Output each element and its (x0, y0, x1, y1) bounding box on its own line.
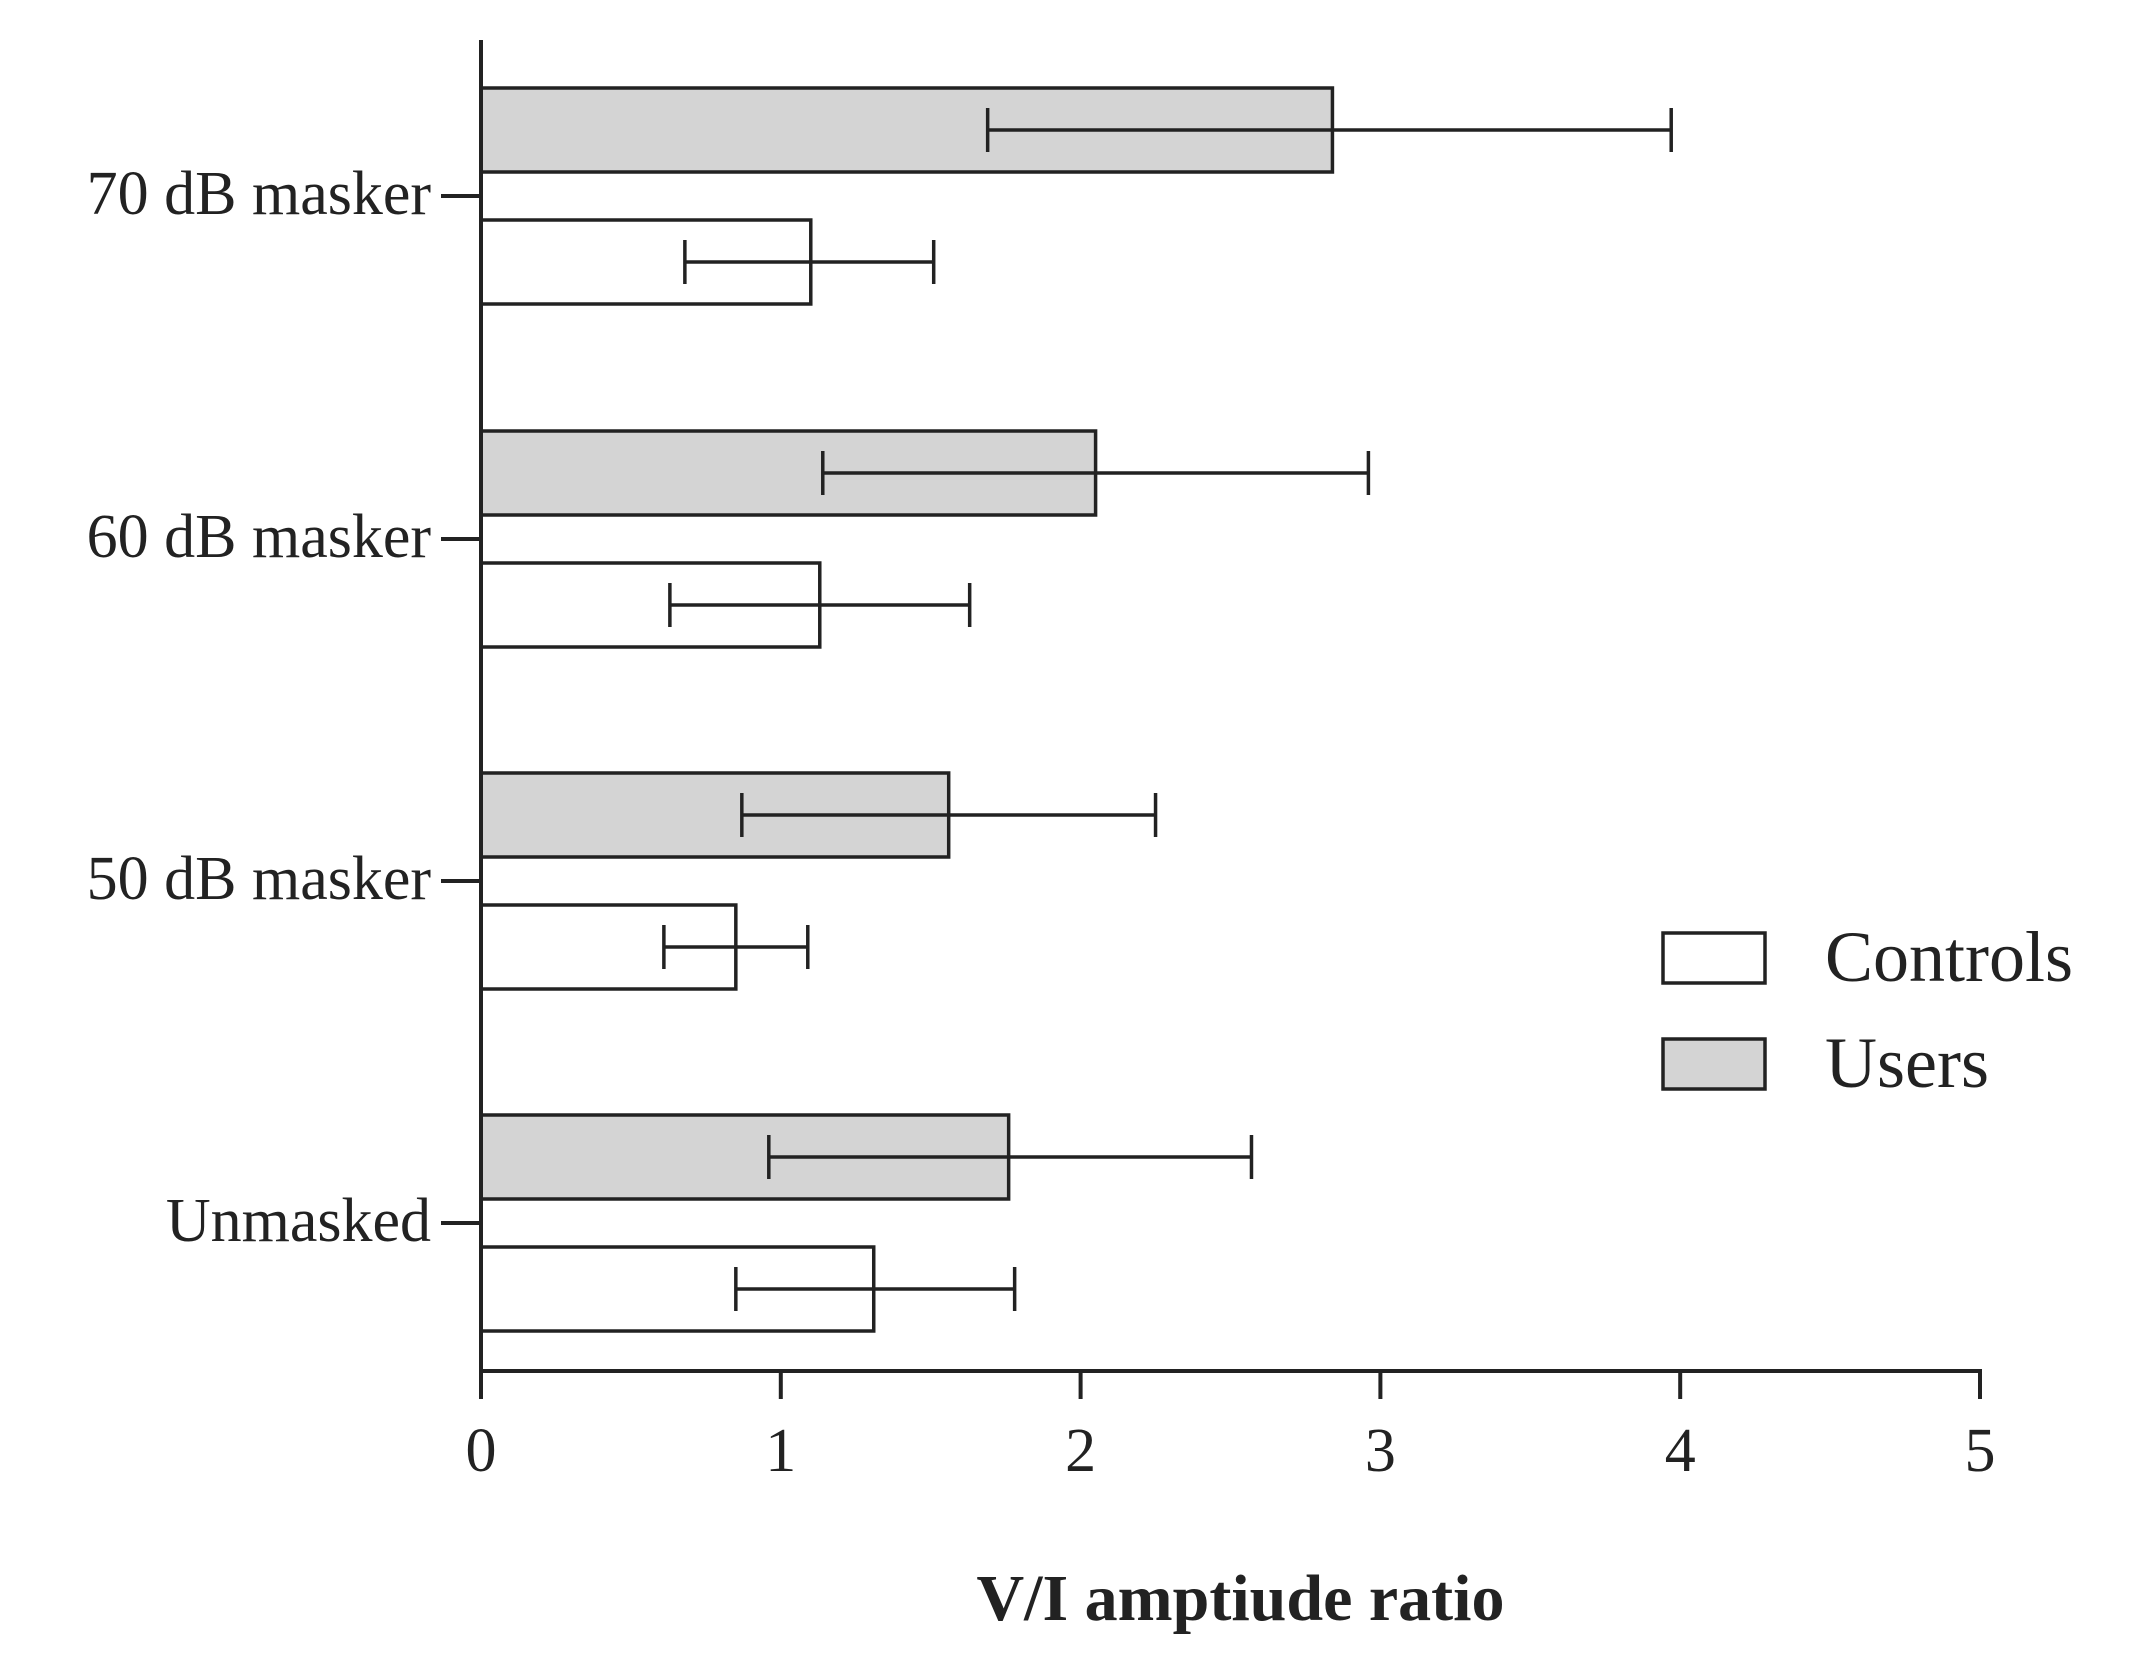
x-tick-label-3: 3 (1365, 1417, 1396, 1485)
x-tick-label-0: 0 (466, 1417, 497, 1485)
legend: Controls Users (1661, 917, 2073, 1103)
legend-swatch-users (1661, 1037, 1767, 1091)
x-tick-label-1: 1 (765, 1417, 796, 1485)
y-tick-label-50-db-masker: 50 dB masker (87, 845, 432, 913)
legend-label-controls: Controls (1825, 917, 2073, 997)
y-tick-label-70-db-masker: 70 dB masker (87, 160, 432, 228)
y-tick-label-60-db-masker: 60 dB masker (87, 503, 432, 571)
legend-swatch-controls (1661, 931, 1767, 985)
x-tick-label-5: 5 (1965, 1417, 1996, 1485)
bar-controls-unmasked (479, 1245, 876, 1333)
x-tick-label-4: 4 (1665, 1417, 1696, 1485)
bars-layer (479, 86, 1673, 1333)
legend-label-users: Users (1825, 1023, 1989, 1103)
y-tick-label-unmasked: Unmasked (166, 1187, 431, 1255)
x-axis-title: V/I amptiude ratio (977, 1562, 1505, 1635)
ticks-layer: Unmasked 50 dB masker 60 dB masker 70 dB ma… (87, 160, 1996, 1485)
axes-layer (479, 40, 1982, 1373)
x-tick-label-2: 2 (1065, 1417, 1096, 1485)
